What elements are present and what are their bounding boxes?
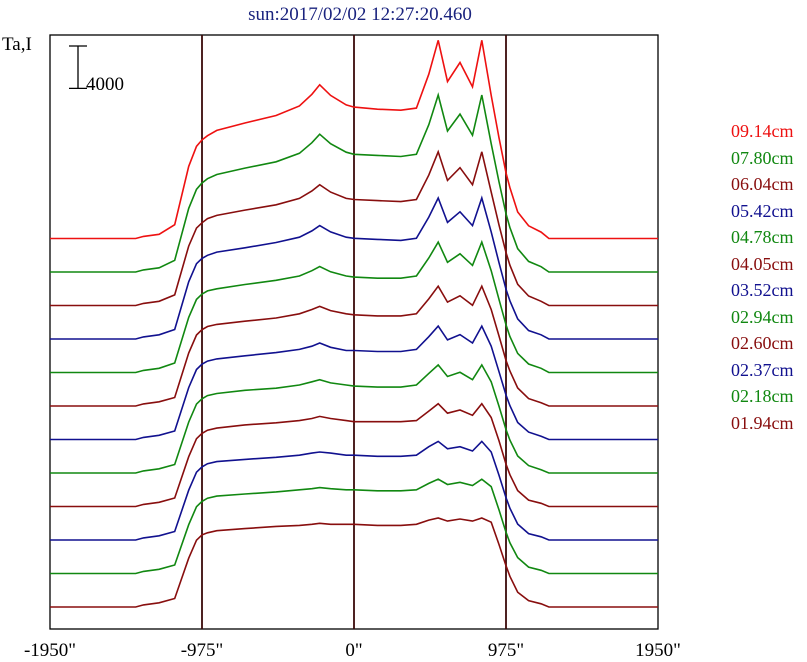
legend-item: 02.94cm	[731, 306, 794, 327]
trace-06.04cm	[50, 149, 658, 307]
x-tick-label: 1950"	[635, 640, 681, 661]
trace-02.94cm	[50, 363, 658, 474]
y-axis-label: Ta,I	[2, 34, 32, 55]
x-tick-label: -975"	[181, 640, 224, 661]
trace-02.60cm	[50, 402, 658, 508]
trace-lines	[50, 40, 658, 608]
legend-item: 09.14cm	[731, 121, 794, 141]
trace-09.14cm	[50, 40, 658, 240]
reference-lines	[201, 35, 507, 629]
trace-04.78cm	[50, 239, 658, 374]
legend-item: 03.52cm	[731, 280, 794, 300]
legend-item: 02.18cm	[731, 386, 794, 406]
legend-item: 05.42cm	[731, 200, 794, 221]
trace-07.80cm	[50, 92, 658, 273]
trace-01.94cm	[50, 517, 658, 608]
x-tick-label: 0"	[345, 640, 362, 661]
x-tick-label: 975"	[488, 640, 524, 661]
trace-03.52cm	[50, 324, 658, 441]
x-axis-ticks: -1950" -975" 0" 975" 1950"	[24, 640, 681, 661]
chart-title: sun:2017/02/02 12:27:20.460	[248, 4, 472, 25]
legend-item: 02.60cm	[731, 333, 794, 353]
trace-04.05cm	[50, 284, 658, 407]
trace-02.18cm	[50, 478, 658, 575]
x-tick-label: -1950"	[24, 640, 76, 661]
scale-bar-label: 4000	[86, 74, 124, 95]
trace-02.37cm	[50, 440, 658, 541]
legend-item: 06.04cm	[731, 174, 794, 194]
legend-item: 04.78cm	[731, 227, 794, 247]
legend: 09.14cm 07.80cm 06.04cm 05.42cm 04.78cm 04.05…	[731, 118, 807, 436]
legend-item: 04.05cm	[731, 253, 794, 274]
scale-bar: 4000	[69, 45, 124, 95]
trace-05.42cm	[50, 195, 658, 340]
legend-item: 07.80cm	[731, 147, 794, 168]
legend-item: 01.94cm	[731, 412, 794, 433]
legend-item: 02.37cm	[731, 359, 794, 380]
